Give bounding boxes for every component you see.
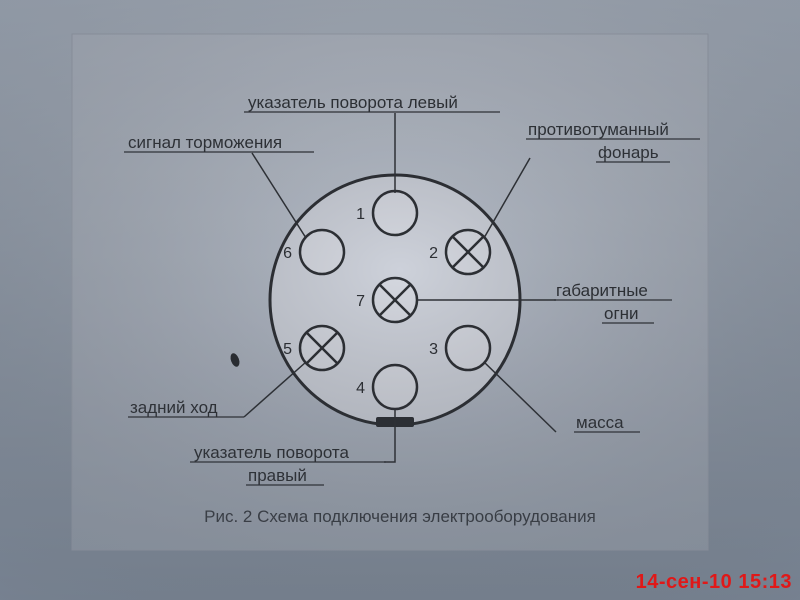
page-root: 1 2 3 4 5 6 7 указатель поворота левый сигнал то… (0, 0, 800, 600)
pin-number-2: 2 (429, 245, 438, 262)
pin-number-7: 7 (356, 293, 365, 310)
label-text: сигнал торможения (128, 133, 282, 152)
camera-timestamp: 14-сен-10 15:13 (636, 571, 792, 594)
diagram-svg: 1 2 3 4 5 6 7 указатель поворота левый сигнал то… (0, 0, 800, 600)
label-text: указатель поворота (194, 443, 350, 462)
label-text-2: правый (248, 466, 307, 485)
label-text-2: огни (604, 304, 639, 323)
label-text: габаритные (556, 281, 648, 300)
pin-number-5: 5 (283, 341, 292, 358)
pin-number-3: 3 (429, 341, 438, 358)
label-text: задний ход (130, 398, 218, 417)
pin-number-6: 6 (283, 245, 292, 262)
label-text: указатель поворота левый (248, 93, 458, 112)
pin-number-4: 4 (356, 380, 365, 397)
figure-caption: Рис. 2 Схема подключения электрооборудов… (204, 507, 596, 526)
pin-number-1: 1 (356, 206, 365, 223)
label-text: противотуманный (528, 120, 669, 139)
label-text: масса (576, 413, 624, 432)
label-text-2: фонарь (598, 143, 659, 162)
